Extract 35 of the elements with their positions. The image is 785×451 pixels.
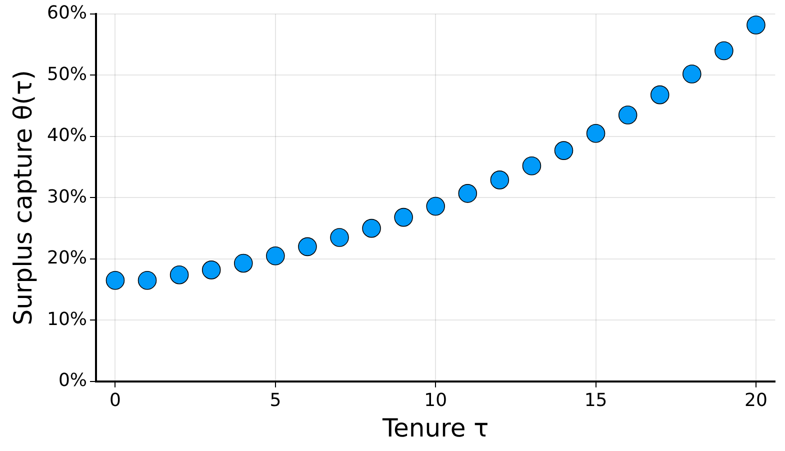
point — [650, 85, 670, 104]
point — [266, 246, 285, 266]
x-tick-label: 20 — [744, 390, 768, 411]
point — [138, 270, 157, 290]
point — [106, 270, 125, 290]
point — [298, 237, 317, 256]
point — [682, 64, 702, 84]
y-axis-title: Surplus capture θ(τ) — [8, 70, 38, 326]
y-tick-label: 60% — [46, 2, 88, 24]
point — [618, 106, 638, 124]
y-tick-label: 20% — [46, 248, 88, 269]
point — [202, 260, 221, 280]
y-tick-label: 0% — [58, 370, 88, 392]
point — [362, 218, 381, 238]
point — [522, 156, 542, 176]
point — [458, 184, 478, 203]
point — [330, 228, 349, 247]
y-tick-label: 30% — [46, 186, 88, 208]
point — [426, 196, 446, 216]
x-tick-label: 15 — [584, 390, 608, 411]
y-tick-label: 40% — [46, 125, 88, 146]
point — [394, 208, 413, 227]
point — [714, 41, 734, 60]
x-axis-title: Tenure τ — [382, 414, 489, 442]
y-tick-label: 10% — [46, 308, 88, 330]
point — [234, 254, 253, 273]
y-tick-label: 50% — [46, 64, 88, 85]
point — [490, 170, 510, 190]
point — [554, 141, 574, 160]
point — [586, 124, 606, 143]
point — [170, 265, 189, 284]
x-tick-label: 10 — [424, 390, 448, 411]
point — [746, 16, 766, 34]
x-tick-label: 0 — [110, 390, 121, 411]
x-tick-label: 5 — [270, 390, 282, 411]
